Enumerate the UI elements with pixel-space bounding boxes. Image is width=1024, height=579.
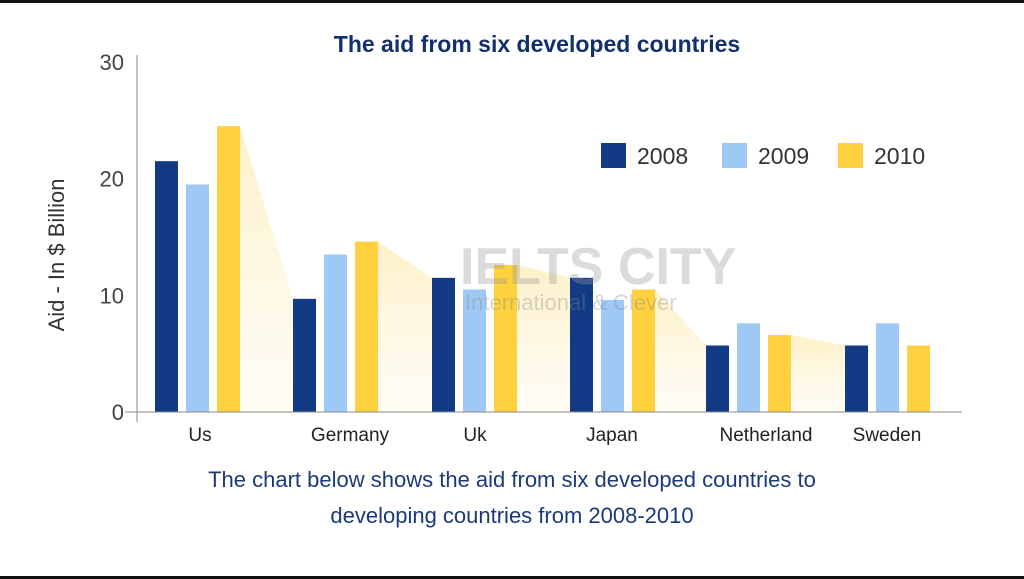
x-tick-label: Us	[188, 425, 211, 446]
bar-netherland-2010	[768, 335, 791, 412]
bar-sweden-2008	[845, 345, 868, 412]
bar-japan-2009	[601, 300, 624, 412]
legend-label: 2008	[637, 143, 688, 169]
legend-label: 2010	[874, 143, 925, 169]
legend-swatch-2009	[722, 143, 747, 168]
bar-germany-2009	[324, 254, 347, 412]
caption-line-2: developing countries from 2008-2010	[330, 503, 694, 528]
x-tick-label: Netherland	[720, 425, 813, 446]
legend-label: 2009	[758, 143, 809, 169]
bar-sweden-2009	[876, 323, 899, 412]
bar-netherland-2008	[706, 345, 729, 412]
y-tick-label: 10	[100, 283, 124, 308]
bar-netherland-2009	[737, 323, 760, 412]
frame-bottom-border	[0, 576, 1024, 579]
bar-japan-2010	[632, 289, 655, 412]
watermark-subtitle: International & Clever	[465, 290, 677, 315]
bar-sweden-2010	[907, 345, 930, 412]
bar-japan-2008	[570, 277, 593, 412]
watermark: IELTS CITY International & Clever	[460, 238, 736, 315]
x-tick-label: Sweden	[853, 425, 922, 446]
x-tick-label: Uk	[463, 425, 487, 446]
y-tick-label: 0	[112, 400, 124, 425]
chart-caption: The chart below shows the aid from six d…	[0, 462, 1024, 534]
x-tick-label: Japan	[586, 425, 638, 446]
y-axis-label: Aid - In $ Billion	[44, 179, 69, 332]
caption-line-1: The chart below shows the aid from six d…	[208, 467, 816, 492]
legend-swatch-2010	[838, 143, 863, 168]
bar-germany-2008	[293, 298, 316, 412]
chart-title: The aid from six developed countries	[334, 31, 740, 57]
y-tick-label: 20	[100, 167, 124, 192]
watermark-title: IELTS CITY	[460, 238, 736, 296]
bar-us-2010	[217, 126, 240, 413]
legend-swatch-2008	[601, 143, 626, 168]
bar-us-2009	[186, 184, 209, 412]
bar-germany-2010	[355, 241, 378, 412]
bar-uk-2008	[432, 277, 455, 412]
bar-uk-2009	[463, 289, 486, 412]
x-tick-label: Germany	[311, 425, 390, 446]
y-tick-label: 30	[100, 50, 124, 75]
bar-us-2008	[155, 161, 178, 412]
bar-uk-2010	[494, 265, 517, 412]
frame-top-border	[0, 0, 1024, 3]
